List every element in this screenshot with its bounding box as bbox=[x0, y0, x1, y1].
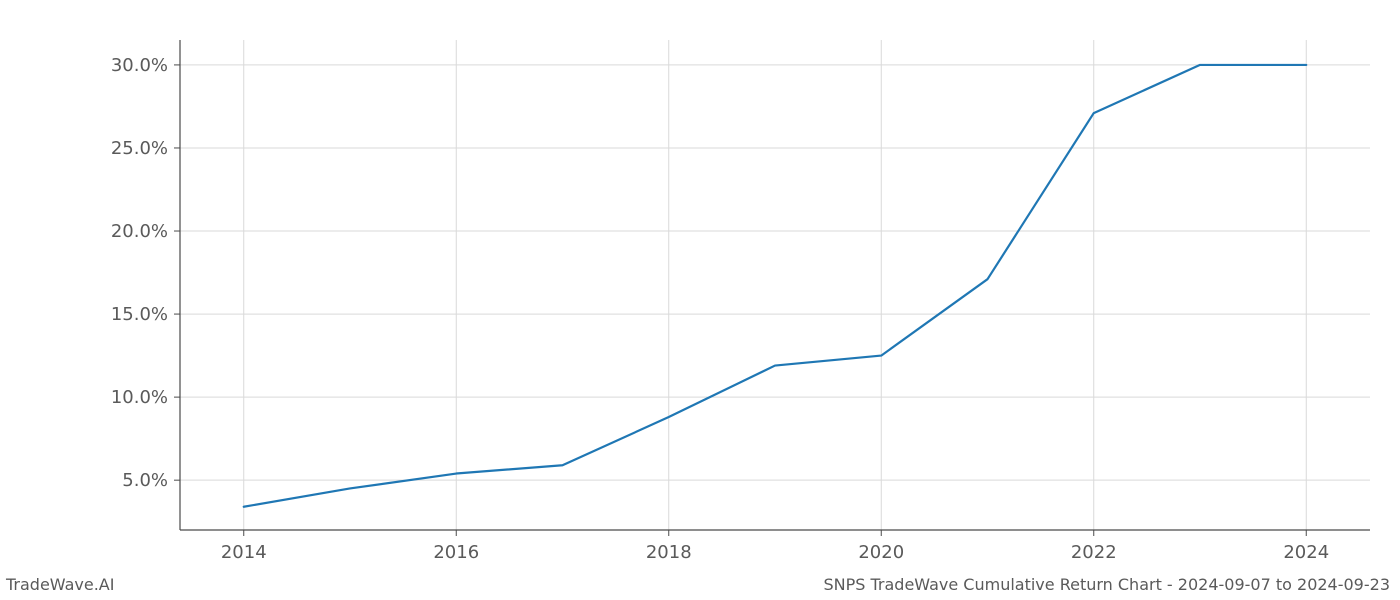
x-tick-label: 2014 bbox=[221, 542, 267, 563]
y-tick-label: 5.0% bbox=[122, 470, 168, 491]
y-tick-label: 20.0% bbox=[111, 221, 168, 242]
x-tick-label: 2024 bbox=[1283, 542, 1329, 563]
y-tick-label: 10.0% bbox=[111, 387, 168, 408]
x-tick-label: 2018 bbox=[646, 542, 692, 563]
chart-container: 2014 2016 2018 2020 2022 2024 5.0% 10.0% 15.0% 20… bbox=[0, 0, 1400, 600]
y-tick-label: 30.0% bbox=[111, 55, 168, 76]
x-tick-label: 2016 bbox=[433, 542, 479, 563]
line-chart: 2014 2016 2018 2020 2022 2024 5.0% 10.0% 15.0% 20… bbox=[0, 0, 1400, 600]
x-tick-label: 2022 bbox=[1071, 542, 1117, 563]
footer-left-label: TradeWave.AI bbox=[6, 575, 114, 594]
chart-background bbox=[0, 0, 1400, 600]
y-tick-label: 15.0% bbox=[111, 304, 168, 325]
footer-right-label: SNPS TradeWave Cumulative Return Chart -… bbox=[823, 575, 1390, 594]
y-tick-label: 25.0% bbox=[111, 138, 168, 159]
x-tick-label: 2020 bbox=[858, 542, 904, 563]
